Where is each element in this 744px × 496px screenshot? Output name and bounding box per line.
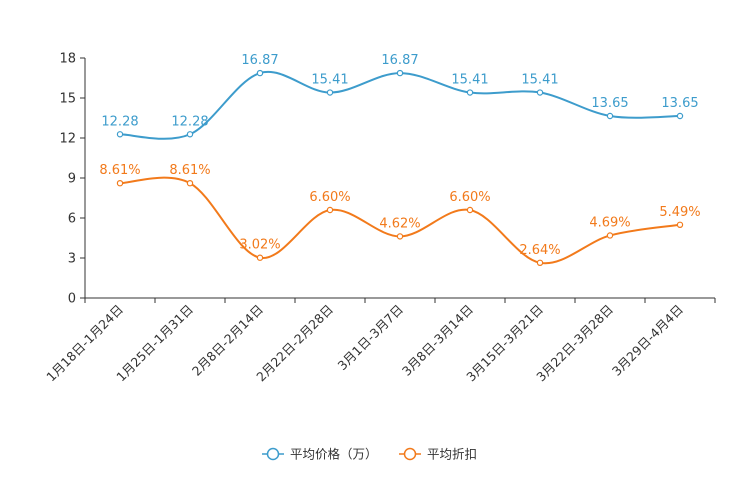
data-label: 8.61% [99,163,140,178]
data-point[interactable] [536,89,544,96]
data-label: 15.41 [451,73,488,88]
data-label: 6.60% [449,190,490,205]
y-tick-label: 0 [68,292,76,307]
data-point[interactable] [256,254,264,261]
data-point[interactable] [396,233,404,240]
legend-item-1[interactable]: 平均价格（万） [262,447,378,462]
y-tick-label: 12 [59,132,76,147]
data-point[interactable] [256,69,264,77]
data-label: 15.41 [311,73,348,88]
data-label: 4.62% [379,216,420,231]
y-tick-label: 18 [59,52,76,67]
data-point[interactable] [396,69,404,77]
data-label: 12.28 [101,114,138,129]
data-point[interactable] [606,232,614,239]
x-tick-label: 3月29日-4月4日 [609,302,686,379]
x-tick-label: 2月22日-2月28日 [253,302,336,385]
x-tick-label: 3月22日-3月28日 [533,302,616,385]
legend-label: 平均价格（万） [290,447,378,462]
data-point[interactable] [116,131,124,138]
data-labels: 12.28 12.28 16.87 15.41 16.87 15.41 15.41 13.65… [99,53,700,258]
legend-item-2[interactable]: 平均折扣 [399,447,477,462]
data-label: 2.64% [519,243,560,258]
data-label: 15.41 [521,73,558,88]
data-point[interactable] [186,131,194,138]
data-label: 16.87 [381,53,418,68]
legend-marker [266,447,280,461]
x-tick-label: 1月25日-1月31日 [113,302,196,385]
data-point[interactable] [326,89,334,96]
data-label: 16.87 [241,53,278,68]
data-label: 13.65 [591,96,628,111]
series-layer [116,69,684,266]
legend[interactable]: 平均价格（万） 平均折扣 [262,447,477,462]
y-tick-label: 6 [68,212,76,227]
data-label: 8.61% [169,163,210,178]
data-label: 12.28 [171,114,208,129]
data-point[interactable] [606,112,614,120]
legend-marker [403,447,417,461]
data-point[interactable] [676,112,684,120]
data-label: 4.69% [589,215,630,230]
x-tick-label: 3月8日-3月14日 [399,302,476,379]
data-point[interactable] [116,179,124,187]
data-label: 13.65 [661,96,698,111]
data-label: 5.49% [659,205,700,220]
data-point[interactable] [186,179,194,187]
data-point[interactable] [326,206,334,214]
data-point[interactable] [466,206,474,214]
data-point[interactable] [466,89,474,96]
legend-label: 平均折扣 [427,447,477,462]
data-label: 6.60% [309,190,350,205]
y-tick-label: 15 [59,92,76,107]
data-point[interactable] [676,221,684,228]
data-point[interactable] [536,259,544,266]
y-tick-label: 3 [68,252,76,267]
y-tick-label: 9 [68,172,76,187]
x-tick-label: 3月1日-3月7日 [334,302,406,374]
x-tick-label: 2月8日-2月14日 [189,302,266,379]
data-label: 3.02% [239,238,280,253]
